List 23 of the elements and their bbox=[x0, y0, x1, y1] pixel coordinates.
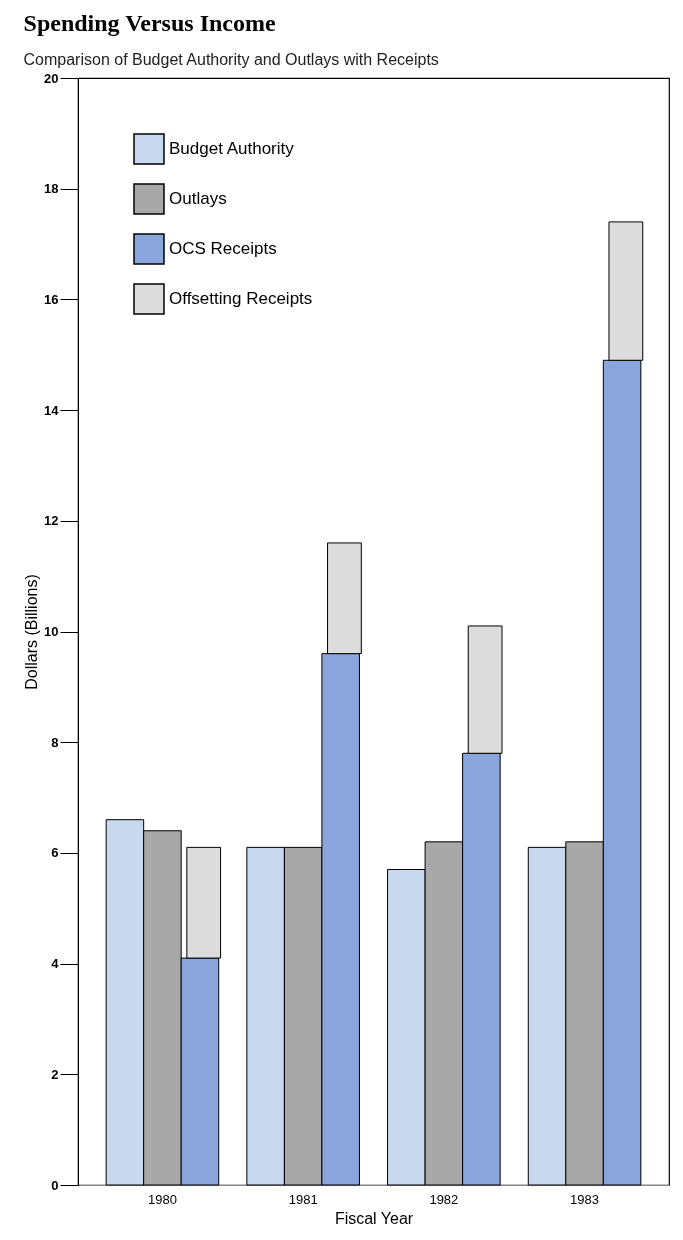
y-tick-label: 2 bbox=[51, 1066, 59, 1082]
y-tick-label: 20 bbox=[44, 70, 59, 86]
y-tick-label: 12 bbox=[44, 513, 59, 529]
y-tick-label: 0 bbox=[51, 1177, 59, 1193]
y-tick-label: 8 bbox=[51, 734, 59, 750]
legend-label: Offsetting Receipts bbox=[169, 289, 313, 308]
y-tick-label: 10 bbox=[44, 624, 59, 639]
legend-label: Budget Authority bbox=[169, 139, 295, 158]
legend-label: OCS Receipts bbox=[169, 239, 277, 258]
x-tick-label: 1980 bbox=[147, 1191, 177, 1207]
y-tick-label: 18 bbox=[44, 181, 59, 197]
x-tick-label: 1981 bbox=[288, 1191, 318, 1207]
chart-subtitle: Comparison of Budget Authority and Outlays with Receipts bbox=[23, 51, 439, 68]
x-tick-label: 1983 bbox=[570, 1191, 600, 1207]
y-tick-label: 6 bbox=[51, 845, 59, 861]
y-tick-label: 4 bbox=[51, 956, 60, 972]
chart-title: Spending Versus Income bbox=[23, 10, 276, 36]
x-axis-title: Fiscal Year bbox=[334, 1209, 414, 1227]
y-tick-label: 14 bbox=[44, 402, 60, 418]
y-axis-title: Dollars (Billions) bbox=[23, 574, 41, 690]
legend-label: Outlays bbox=[169, 189, 227, 208]
y-tick-label: 16 bbox=[44, 291, 59, 307]
x-tick-label: 1982 bbox=[429, 1191, 459, 1207]
